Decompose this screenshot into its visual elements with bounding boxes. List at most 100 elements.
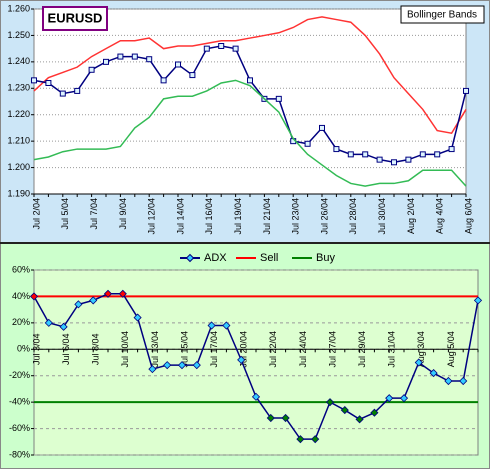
chart-title: EURUSD (48, 10, 103, 25)
x-tick-label: Jul 22/04 (268, 331, 278, 368)
marker (391, 159, 397, 166)
legend-label: Sell (260, 252, 278, 264)
marker (192, 361, 201, 370)
marker (146, 56, 153, 63)
marker (247, 77, 253, 84)
x-tick-label: Jul 7/04 (89, 198, 99, 230)
x-tick-label: Aug 6/04 (463, 198, 473, 234)
marker (463, 87, 469, 94)
x-tick-label: Jul 2/04 (31, 198, 41, 230)
marker (355, 415, 364, 424)
annotation: Bollinger Bands (407, 10, 477, 21)
marker (74, 300, 83, 309)
marker (74, 87, 81, 94)
y-tick-label: -60% (9, 423, 30, 433)
marker (218, 43, 225, 49)
y-tick-label: 1.220 (7, 109, 30, 119)
x-tick-label: Jul 10/04 (120, 331, 130, 368)
marker (148, 365, 157, 374)
marker (414, 358, 423, 367)
marker (296, 435, 305, 444)
y-tick-label: 60% (12, 264, 30, 274)
x-tick-label: Jul 21/04 (262, 198, 272, 235)
x-tick-label: Jul 31/04 (387, 331, 397, 368)
marker (203, 45, 210, 52)
y-tick-label: 1.260 (7, 3, 30, 13)
marker (319, 124, 325, 131)
x-tick-label: Jul 23/04 (291, 198, 301, 235)
x-tick-label: Jul 17/04 (209, 331, 219, 368)
x-tick-label: Jul 27/04 (327, 331, 337, 368)
marker (362, 151, 369, 158)
marker (444, 376, 453, 386)
marker (163, 361, 172, 370)
marker (419, 151, 426, 158)
x-tick-label: Jul 6/04 (61, 334, 71, 366)
x-tick-label: Jul 5/04 (60, 198, 70, 230)
marker (266, 413, 275, 423)
x-tick-label: Jul 28/04 (348, 198, 358, 235)
y-tick-label: 1.230 (7, 83, 30, 93)
legend-label: Buy (316, 252, 335, 264)
marker (275, 95, 282, 102)
title-box (42, 6, 108, 31)
marker (103, 289, 113, 298)
x-tick-label: Jul 3/04 (31, 334, 41, 366)
x-tick-label: Jul 19/04 (233, 198, 243, 235)
y-tick-label: 1.240 (7, 56, 30, 66)
annotation-box (400, 5, 485, 24)
marker (448, 146, 455, 153)
y-tick-label: 0% (17, 344, 30, 354)
marker (133, 313, 142, 322)
x-tick-label: Jul 20/04 (239, 331, 249, 368)
marker (118, 289, 127, 298)
x-tick-label: Aug 4/04 (435, 198, 445, 234)
marker (347, 151, 354, 158)
marker (131, 53, 138, 60)
y-tick-label: 1.200 (7, 162, 30, 172)
y-tick-label: 1.190 (7, 188, 30, 198)
x-tick-label: Jul 13/04 (150, 331, 160, 368)
marker (399, 394, 409, 403)
x-tick-label: Jul 9/04 (118, 198, 128, 230)
x-tick-label: Aug 3/04 (416, 331, 426, 367)
x-tick-label: Jul 12/04 (147, 198, 157, 235)
marker (160, 77, 167, 84)
marker (177, 361, 187, 370)
marker (376, 156, 383, 163)
x-tick-label: Aug 2/04 (406, 198, 416, 234)
marker (304, 140, 311, 147)
x-tick-label: Jul 26/04 (319, 198, 329, 235)
y-tick-label: 40% (12, 291, 30, 301)
y-tick-label: -40% (9, 397, 30, 407)
x-tick-label: Jul 8/04 (91, 334, 101, 366)
y-tick-label: 20% (12, 317, 30, 327)
marker (473, 296, 483, 305)
y-tick-label: -80% (9, 449, 30, 459)
y-tick-label: 1.210 (7, 136, 30, 146)
marker (429, 369, 438, 378)
x-tick-label: Jul 29/04 (357, 331, 367, 368)
y-tick-label: 1.250 (7, 30, 30, 40)
marker (281, 413, 290, 423)
marker (45, 80, 52, 86)
x-tick-label: Aug 5/04 (446, 331, 456, 367)
legend-marker (185, 253, 195, 263)
marker (88, 66, 95, 73)
marker (385, 394, 394, 403)
x-tick-label: Jul 24/04 (298, 331, 308, 368)
marker (251, 392, 261, 401)
marker (59, 322, 68, 331)
marker (237, 355, 246, 364)
marker (459, 376, 468, 386)
marker (232, 45, 239, 52)
marker (222, 321, 231, 330)
x-tick-label: Jul 15/04 (179, 331, 189, 368)
top-plot-area (33, 8, 467, 195)
marker (59, 90, 66, 97)
marker (117, 53, 124, 60)
marker (103, 58, 109, 65)
marker (31, 77, 37, 84)
marker (434, 151, 441, 158)
